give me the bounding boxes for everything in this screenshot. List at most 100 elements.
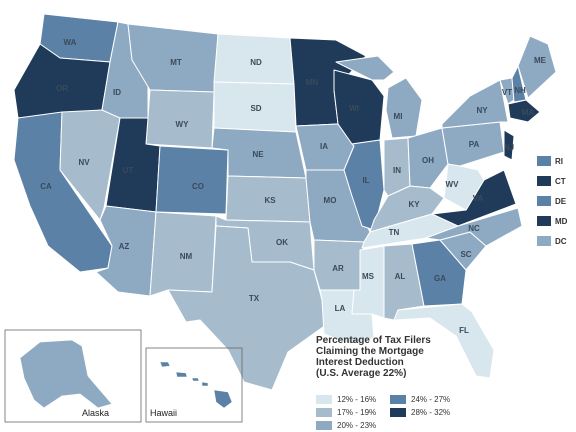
state-label-TX: TX [249, 294, 260, 303]
state-label-ND: ND [250, 58, 262, 67]
alaska-label: Alaska [82, 408, 109, 418]
state-KY[interactable] [369, 185, 445, 233]
state-label-NM: NM [180, 252, 193, 261]
state-label-SD: SD [250, 104, 261, 113]
state-NJ[interactable] [503, 129, 515, 161]
ne-key-CT: CT [537, 176, 566, 186]
ne-key-label: MD [555, 216, 568, 226]
ne-key-RI: RI [537, 156, 563, 166]
state-label-ID: ID [113, 88, 121, 97]
state-NC[interactable] [425, 207, 523, 247]
ne-key-MD: MD [537, 216, 567, 226]
state-label-OK: OK [276, 238, 288, 247]
legend-label: 28% - 32% [411, 407, 451, 417]
legend-swatch [316, 394, 332, 404]
state-label-WY: WY [176, 120, 190, 129]
state-WY[interactable] [145, 89, 215, 149]
state-label-KY: KY [408, 200, 420, 209]
state-label-WA: WA [64, 38, 77, 47]
alaska-inset-frame [4, 329, 142, 423]
state-label-FL: FL [459, 326, 469, 335]
ne-key-label: CT [555, 176, 566, 186]
state-label-KS: KS [264, 196, 276, 205]
state-label-MT: MT [170, 58, 182, 67]
state-label-NJ: NJ [504, 143, 514, 152]
state-label-NV: NV [78, 158, 90, 167]
state-label-MN: MN [306, 78, 319, 87]
ne-key-swatch [537, 196, 551, 206]
state-label-WI: WI [349, 104, 359, 113]
ne-key-DC: DC [537, 236, 567, 246]
state-label-MS: MS [362, 272, 375, 281]
legend-title-line: Interest Deduction [316, 357, 404, 368]
state-label-OR: OR [56, 84, 68, 93]
state-label-GA: GA [434, 274, 446, 283]
state-label-IA: IA [320, 142, 328, 151]
legend-swatch [316, 420, 332, 430]
state-OH[interactable] [407, 127, 449, 189]
state-label-AR: AR [332, 264, 344, 273]
state-HI[interactable] [159, 361, 233, 409]
state-label-AL: AL [395, 272, 406, 281]
legend-swatch [390, 394, 406, 404]
state-label-WV: WV [446, 180, 460, 189]
state-label-TN: TN [389, 228, 400, 237]
hawaii-label: Hawaii [150, 408, 177, 418]
state-label-OH: OH [422, 156, 434, 165]
state-label-NH: NH [514, 86, 526, 95]
state-AK[interactable] [19, 339, 113, 409]
state-label-VA: VA [473, 194, 484, 203]
state-CO[interactable] [155, 145, 229, 215]
state-TX[interactable] [167, 225, 331, 391]
state-label-NY: NY [476, 106, 488, 115]
state-MA[interactable] [507, 99, 541, 123]
ne-key-swatch [537, 176, 551, 186]
state-IL[interactable] [343, 139, 385, 231]
legend-item: 17% - 19% [316, 407, 376, 417]
ne-key-label: DE [555, 196, 567, 206]
legend-label: 24% - 27% [411, 394, 451, 404]
ne-key-swatch [537, 216, 551, 226]
ne-key-label: DC [555, 236, 567, 246]
legend-title-line: (U.S. Average 22%) [316, 368, 407, 379]
state-label-MA: MA [522, 108, 535, 117]
state-label-AZ: AZ [119, 242, 130, 251]
legend-title-line: Claiming the Mortgage [316, 346, 424, 357]
ne-key-label: RI [555, 156, 563, 166]
state-label-MO: MO [324, 196, 337, 205]
legend-item: 12% - 16% [316, 394, 376, 404]
legend-item: 24% - 27% [390, 394, 450, 404]
state-label-NC: NC [468, 224, 480, 233]
state-NY[interactable] [441, 79, 509, 129]
state-label-SC: SC [460, 250, 471, 259]
state-label-LA: LA [335, 304, 346, 313]
state-label-UT: UT [123, 166, 134, 175]
state-FL[interactable] [393, 303, 495, 379]
state-label-ME: ME [534, 56, 547, 65]
state-label-NE: NE [252, 150, 264, 159]
state-label-IN: IN [393, 166, 401, 175]
legend-swatch [316, 407, 332, 417]
legend-swatch [390, 407, 406, 417]
legend-item: 20% - 23% [316, 420, 376, 430]
state-NV[interactable] [59, 109, 121, 221]
state-label-CA: CA [40, 182, 52, 191]
legend-label: 17% - 19% [337, 407, 377, 417]
state-GA[interactable] [411, 239, 467, 307]
state-label-VT: VT [502, 88, 512, 97]
ne-key-swatch [537, 156, 551, 166]
state-ME[interactable] [517, 35, 557, 99]
legend-item: 28% - 32% [390, 407, 450, 417]
legend-title-line: Percentage of Tax Filers [316, 335, 431, 346]
state-label-CO: CO [192, 182, 204, 191]
state-label-MI: MI [394, 112, 403, 121]
legend-label: 12% - 16% [337, 394, 377, 404]
ne-key-swatch [537, 236, 551, 246]
legend-label: 20% - 23% [337, 420, 377, 430]
state-label-IL: IL [362, 176, 369, 185]
state-label-PA: PA [469, 140, 480, 149]
legend-title: Percentage of Tax Filers Claiming the Mo… [316, 335, 486, 379]
hawaii-inset-frame [145, 347, 243, 423]
ne-key-DE: DE [537, 196, 566, 206]
